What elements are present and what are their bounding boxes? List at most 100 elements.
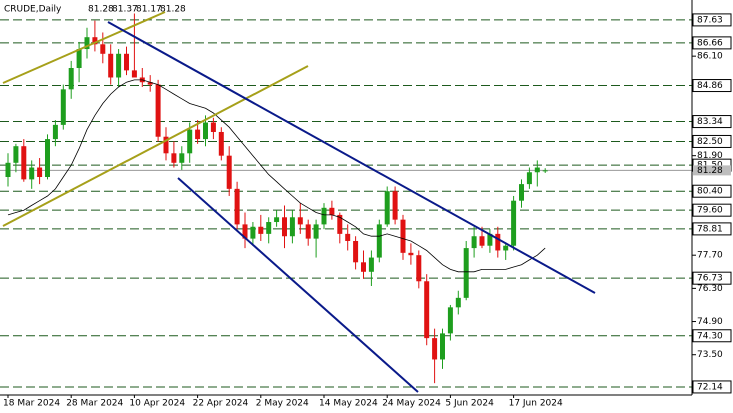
plot-area [0, 13, 692, 388]
candle-body [203, 122, 208, 140]
candle-body [147, 82, 153, 85]
candle-body [131, 70, 137, 78]
candle-body [100, 44, 106, 54]
candle-body [400, 219, 406, 253]
y-tick-label: 81.90 [697, 151, 723, 161]
candle-body [534, 167, 540, 173]
y-tick-label: 73.50 [697, 350, 723, 360]
level-label-box [692, 329, 732, 343]
level-label-box [692, 115, 732, 129]
candle-body [187, 129, 193, 154]
candle-body [455, 297, 461, 308]
candle-body [479, 236, 485, 246]
candle-body [37, 167, 43, 178]
candle-body [440, 333, 445, 360]
trend-line [177, 177, 419, 393]
candle-body [76, 49, 82, 69]
candle-body [345, 233, 351, 241]
x-tick-label: 5 Jun 2024 [445, 399, 494, 409]
y-tick-label: 86.10 [697, 52, 723, 62]
candle-body [274, 217, 280, 223]
level-label: 78.81 [697, 224, 723, 234]
candle-body [68, 68, 74, 90]
current-price-box [693, 165, 731, 176]
candle-body [179, 153, 185, 163]
candle-body [321, 207, 327, 225]
x-tick-label: 28 Mar 2024 [66, 399, 123, 409]
candle-body [21, 146, 27, 180]
candle-body [503, 245, 509, 251]
candle-body [171, 153, 177, 163]
candle-body [305, 224, 311, 239]
candle-body [124, 53, 129, 71]
level-label-box [692, 184, 732, 198]
y-tick-label: 74.90 [697, 317, 723, 327]
candle-body [495, 233, 501, 251]
candle-body [242, 224, 248, 239]
x-tick-label: 22 Apr 2024 [193, 399, 249, 409]
candle-body [424, 281, 430, 339]
moving-average [7, 79, 546, 273]
candle-body [487, 233, 493, 246]
candle-body [361, 262, 366, 272]
candle-body [297, 217, 303, 225]
current-price-label: 81.28 [697, 166, 723, 176]
candle-body [155, 84, 161, 137]
x-tick-label: 14 May 2024 [319, 399, 378, 409]
level-label-box [692, 271, 732, 285]
level-label-box [692, 203, 732, 217]
header-value: 81.28 [160, 5, 186, 15]
candle-body [250, 226, 256, 239]
x-tick-label: 24 May 2024 [382, 399, 441, 409]
candle-body [416, 255, 422, 282]
candle-body [92, 37, 98, 45]
level-label: 74.30 [697, 331, 723, 341]
candle-body [5, 162, 11, 178]
level-label: 80.40 [697, 187, 723, 197]
header-value: 81.37 [112, 5, 138, 15]
level-label-box [692, 79, 732, 93]
level-label: 84.86 [697, 81, 723, 91]
candle-body [218, 131, 224, 156]
level-label-box [692, 380, 732, 394]
candle-body [29, 167, 35, 180]
candle-body [84, 37, 90, 50]
candle-body [519, 184, 524, 201]
level-label: 82.50 [697, 137, 723, 147]
trend-line [2, 11, 166, 84]
candle-body [163, 136, 169, 154]
candle-body [471, 236, 477, 249]
trend-line [107, 21, 596, 294]
header-value: 81.17 [136, 5, 162, 15]
candle-body [13, 146, 19, 163]
level-label: 87.63 [697, 15, 723, 25]
y-tick-label: 76.30 [697, 284, 723, 294]
candle-body [116, 53, 122, 78]
trend-line [2, 65, 309, 227]
candle-body [289, 217, 295, 237]
candle-body [376, 224, 382, 258]
level-label: 86.66 [697, 38, 723, 48]
chart-title: CRUDE,Daily [4, 5, 62, 15]
candle-body [353, 240, 359, 263]
candle-body [368, 257, 374, 272]
level-label-box [692, 13, 732, 27]
candle-body [463, 248, 469, 298]
candle-body [526, 172, 532, 185]
candle-body [195, 129, 201, 140]
x-tick-label: 10 Apr 2024 [129, 399, 185, 409]
candle-body [60, 89, 66, 125]
candle-body [266, 222, 272, 234]
candle-body [392, 191, 398, 220]
candle-body [282, 217, 287, 237]
x-tick-label: 17 Jun 2024 [509, 399, 563, 409]
candle-body [542, 170, 548, 172]
x-tick-label: 18 Mar 2024 [3, 399, 60, 409]
candle-body [258, 226, 264, 234]
y-tick-label: 77.70 [697, 251, 723, 261]
candle-body [108, 53, 114, 78]
level-label-box [692, 134, 732, 148]
candle-body [226, 155, 232, 189]
